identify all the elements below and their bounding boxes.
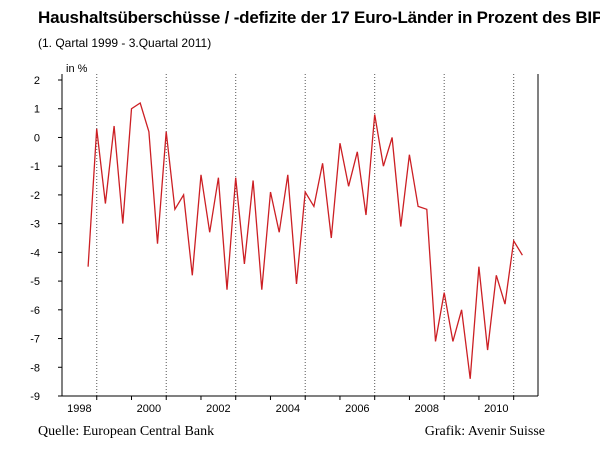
y-tick-label: -4 <box>30 247 40 259</box>
y-tick-label: -7 <box>30 334 40 346</box>
y-tick-label: 2 <box>34 75 40 87</box>
source-note: Quelle: European Central Bank <box>38 424 215 439</box>
y-tick-label: -2 <box>30 190 40 202</box>
x-tick-label: 1998 <box>67 403 91 415</box>
chart-title: Haushaltsüberschüsse / -defizite der 17 … <box>38 8 600 27</box>
series-layer <box>87 101 523 379</box>
credit-note: Grafik: Avenir Suisse <box>424 424 545 439</box>
x-tick-label: 2004 <box>276 403 300 415</box>
x-tick-label: 2002 <box>206 403 230 415</box>
x-tick-label: 2000 <box>137 403 161 415</box>
y-tick-label: -6 <box>30 305 40 317</box>
x-tick-label: 2010 <box>484 403 508 415</box>
chart-subtitle: (1. Qartal 1999 - 3.Quartal 2011) <box>38 36 212 50</box>
axes <box>58 74 539 400</box>
y-tick-label: -9 <box>30 391 40 403</box>
y-tick-label: -5 <box>30 276 40 288</box>
tick-labels: 2 1 0 -1 -2 -3 -4 -5 -6 -7 -8 -9 1998 2000 2002 2004 200… <box>30 75 508 415</box>
y-tick-label: 0 <box>34 132 40 144</box>
grid-lines <box>96 74 515 396</box>
x-tick-label: 2008 <box>415 403 439 415</box>
y-tick-label: -1 <box>30 161 40 173</box>
y-tick-label: 1 <box>34 104 40 116</box>
x-tick-label: 2006 <box>345 403 369 415</box>
y-axis-label: in % <box>66 63 88 75</box>
y-tick-label: -3 <box>30 219 40 231</box>
y-tick-label: -8 <box>30 362 40 374</box>
series-line <box>87 101 523 379</box>
